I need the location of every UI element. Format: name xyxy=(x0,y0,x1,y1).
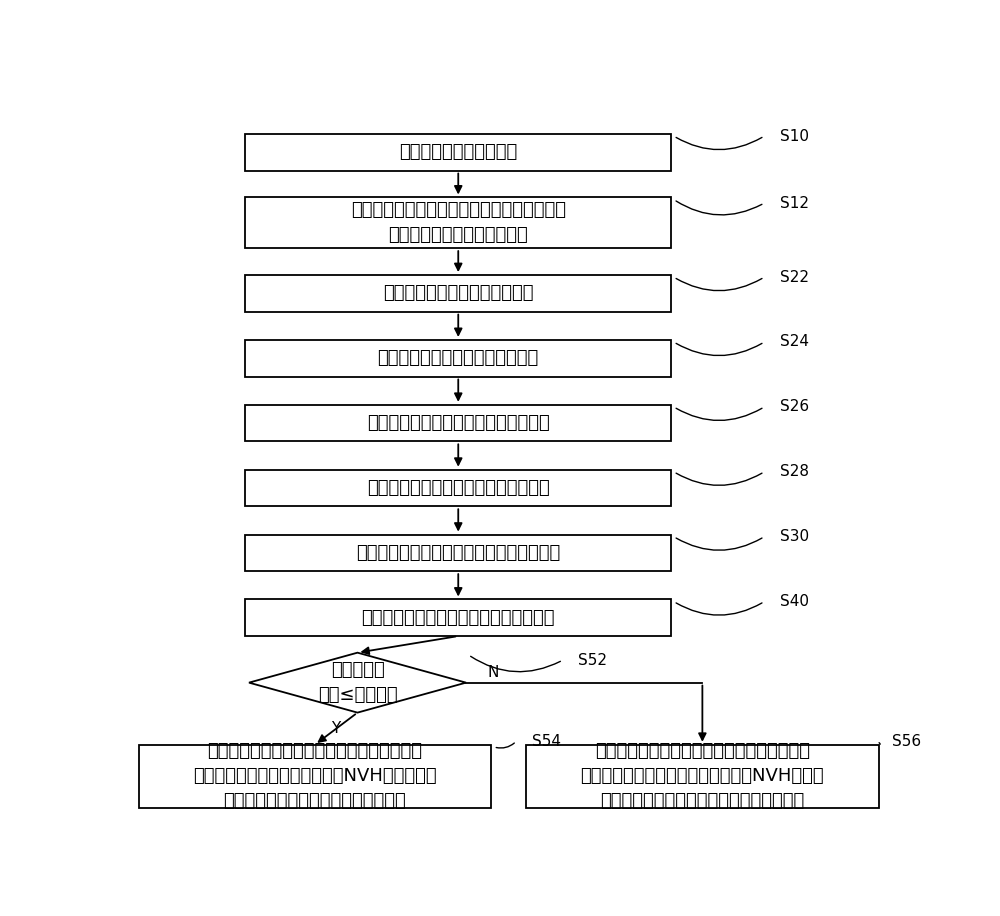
Text: S40: S40 xyxy=(780,594,809,609)
Text: S56: S56 xyxy=(892,734,921,748)
Text: S26: S26 xyxy=(780,399,809,414)
Text: Y: Y xyxy=(331,721,340,736)
FancyBboxPatch shape xyxy=(526,745,879,808)
FancyBboxPatch shape xyxy=(245,599,671,636)
Text: S54: S54 xyxy=(532,734,561,748)
FancyBboxPatch shape xyxy=(245,405,671,442)
Text: S52: S52 xyxy=(578,652,607,668)
Text: S24: S24 xyxy=(780,334,809,350)
Text: N: N xyxy=(487,665,499,681)
FancyBboxPatch shape xyxy=(245,134,671,170)
Text: 获取各个执行器当前的横摆扭矩执行能力: 获取各个执行器当前的横摆扭矩执行能力 xyxy=(362,609,555,627)
Text: 分离路面控制：获取第四需求横摆扭矩: 分离路面控制：获取第四需求横摆扭矩 xyxy=(367,479,550,497)
FancyBboxPatch shape xyxy=(245,470,671,507)
Text: 预控制：获取第一需求横摆扭矩: 预控制：获取第一需求横摆扭矩 xyxy=(383,284,534,302)
Text: S22: S22 xyxy=(780,269,809,285)
Text: 前馈控制：获取第二需求横摆扭矩: 前馈控制：获取第二需求横摆扭矩 xyxy=(378,349,539,367)
Text: 根据各个需求横摆扭矩计算总需求横摆扭矩: 根据各个需求横摆扭矩计算总需求横摆扭矩 xyxy=(356,544,560,562)
Text: S28: S28 xyxy=(780,464,809,479)
Text: 总需求横摆
扭矩≤失稳限值: 总需求横摆 扭矩≤失稳限值 xyxy=(318,661,397,704)
Text: S10: S10 xyxy=(780,128,809,144)
FancyBboxPatch shape xyxy=(139,745,491,808)
FancyBboxPatch shape xyxy=(245,535,671,572)
Text: 拖车稳定控制：获取第三需求横摆扭矩: 拖车稳定控制：获取第三需求横摆扭矩 xyxy=(367,414,550,432)
FancyBboxPatch shape xyxy=(245,197,671,248)
Text: 以总需求横摆扭矩、分配至执行器的横摆扭矩
不超出其横摆扭矩执行能力以及NVH最小为约束
条件确定各个执行器的目标横摆扭矩值: 以总需求横摆扭矩、分配至执行器的横摆扭矩 不超出其横摆扭矩执行能力以及NVH最小… xyxy=(193,743,437,811)
Text: 采集车辆的运行参数信息: 采集车辆的运行参数信息 xyxy=(399,143,517,161)
Polygon shape xyxy=(249,653,466,713)
Text: S12: S12 xyxy=(780,195,809,211)
Text: 根据纵向加速度信息、侧向加速度信息和车速
信息确定车辆的尾翼的高度值: 根据纵向加速度信息、侧向加速度信息和车速 信息确定车辆的尾翼的高度值 xyxy=(351,202,566,245)
FancyBboxPatch shape xyxy=(245,275,671,311)
Text: S30: S30 xyxy=(780,529,809,544)
Text: 以失稳限值、分配至各个执行器的横摆扭矩不
超出其当前的横摆扭矩执行能力以及NVH最小为
约束条件确定各个执行器的目标横摆扭矩值: 以失稳限值、分配至各个执行器的横摆扭矩不 超出其当前的横摆扭矩执行能力以及NVH… xyxy=(581,743,824,811)
FancyBboxPatch shape xyxy=(245,340,671,376)
